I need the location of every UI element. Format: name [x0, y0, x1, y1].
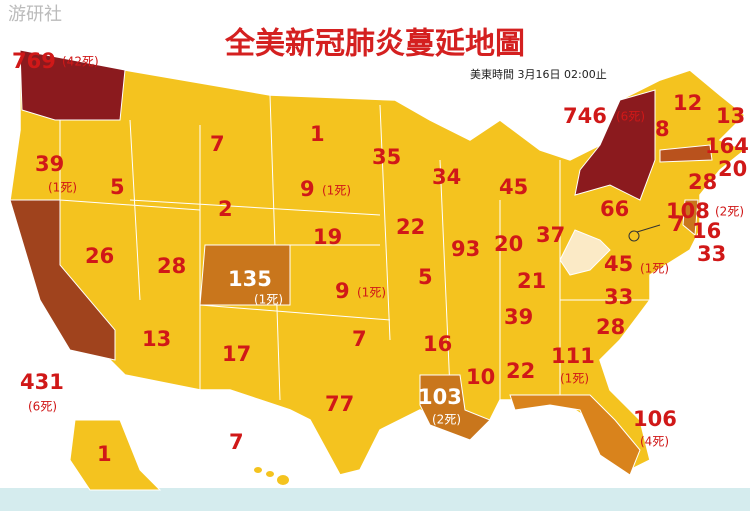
state-count: 33	[697, 242, 726, 266]
leader-line	[636, 224, 661, 233]
state-count: 106	[633, 407, 677, 431]
state-count: 22	[396, 215, 425, 239]
state-wv	[559, 229, 611, 276]
state-deaths: (2死)	[432, 413, 461, 427]
state-hi	[254, 467, 289, 485]
state-la	[419, 374, 491, 441]
state-deaths: (42死)	[62, 55, 99, 69]
state-count: 66	[600, 197, 629, 221]
state-count: 1	[310, 122, 325, 146]
state-deaths: (6死)	[616, 110, 645, 124]
state-wa	[19, 49, 126, 121]
state-count: 5	[110, 175, 125, 199]
state-count: 5	[418, 265, 433, 289]
state-count: 20	[718, 157, 747, 181]
state-count: 28	[157, 254, 186, 278]
title: 全美新冠肺炎蔓延地圖	[224, 27, 525, 62]
state-count: 28	[688, 170, 717, 194]
state-count: 7	[210, 132, 225, 156]
state-count: 93	[451, 237, 480, 261]
state-count: 164	[705, 134, 749, 158]
state-count: 35	[372, 145, 401, 169]
state-deaths: (1死)	[357, 286, 386, 300]
state-count: 1	[97, 442, 112, 466]
state-count: 103	[418, 385, 462, 409]
state-count: 7	[352, 327, 367, 351]
state-count: 21	[517, 269, 546, 293]
state-count: 13	[142, 327, 171, 351]
state-deaths: (1死)	[254, 293, 283, 307]
state-deaths: (1死)	[560, 372, 589, 386]
state-co	[199, 244, 291, 306]
state-count: 33	[604, 285, 633, 309]
state-borders	[59, 94, 650, 401]
state-count: 13	[716, 104, 745, 128]
state-count: 10	[466, 365, 495, 389]
state-count: 135	[228, 267, 272, 291]
state-deaths: (1死)	[322, 184, 351, 198]
state-nj	[682, 199, 699, 236]
sea	[0, 488, 750, 511]
state-count: 45	[499, 175, 528, 199]
state-count: 19	[313, 225, 342, 249]
state-count: 28	[596, 315, 625, 339]
state-ny	[574, 89, 656, 201]
state-count: 2	[218, 197, 233, 221]
state-deaths: (1死)	[640, 262, 669, 276]
state-count: 20	[494, 232, 523, 256]
state-count: 39	[35, 152, 64, 176]
state-ma	[659, 144, 713, 163]
us-mainland	[9, 49, 747, 476]
state-count: 26	[85, 244, 114, 268]
state-deaths: (1死)	[48, 181, 77, 195]
state-count: 111	[551, 344, 595, 368]
state-count: 431	[20, 370, 64, 394]
state-ak	[69, 419, 162, 491]
state-count: 77	[325, 392, 354, 416]
state-count: 37	[536, 223, 565, 247]
timestamp: 美東時間 3月16日 02:00止	[470, 68, 607, 81]
state-deaths: (6死)	[28, 400, 57, 414]
state-deaths: (2死)	[715, 205, 744, 219]
state-count: 22	[506, 359, 535, 383]
state-count: 34	[432, 165, 461, 189]
state-fl	[509, 394, 641, 476]
dc-marker	[628, 230, 640, 242]
state-count: 12	[673, 91, 702, 115]
state-count: 45	[604, 252, 633, 276]
state-count: 17	[222, 342, 251, 366]
state-count: 108	[666, 199, 710, 223]
state-count: 7	[670, 212, 685, 236]
state-count: 16	[692, 219, 721, 243]
state-ca	[9, 199, 116, 361]
state-count: 9	[335, 279, 350, 303]
state-count: 746	[563, 104, 607, 128]
state-count: 8	[655, 117, 670, 141]
state-count: 9	[300, 177, 315, 201]
watermark: 游研社	[8, 4, 62, 25]
state-labels: 769 (42死)39(1死)431(6死)526 281372135(1死)171…	[12, 49, 749, 466]
state-count: 16	[423, 332, 452, 356]
state-count: 39	[504, 305, 533, 329]
state-count: 769	[12, 49, 56, 73]
state-count: 7	[229, 430, 244, 454]
state-deaths: (4死)	[640, 435, 669, 449]
